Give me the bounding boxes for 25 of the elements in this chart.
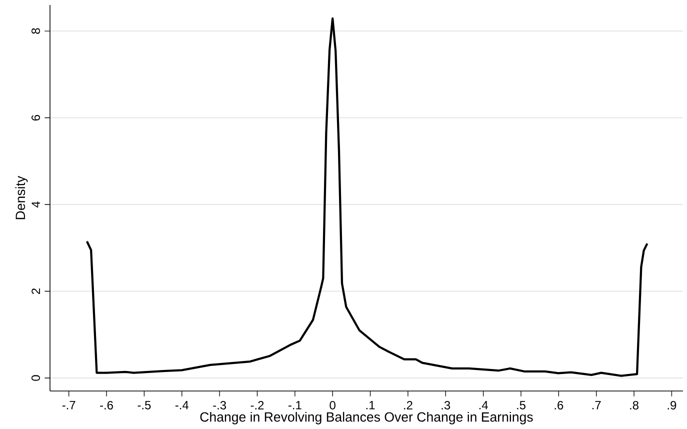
line-series xyxy=(86,17,648,377)
x-tick-label: .7 xyxy=(592,401,601,410)
x-tick-label: .8 xyxy=(630,401,638,410)
y-tick-label: 2 xyxy=(32,288,40,294)
x-tick-label: .1 xyxy=(366,401,375,410)
y-tick-label: 4 xyxy=(32,202,40,208)
x-tick-label: -.1 xyxy=(288,401,302,410)
y-tick-label: 0 xyxy=(32,375,40,381)
y-tick-label: 6 xyxy=(32,114,40,120)
x-tick-label: .9 xyxy=(668,401,676,410)
x-tick-label: -.5 xyxy=(138,401,151,410)
x-tick-label: -.7 xyxy=(62,401,76,410)
x-tick-label: -.2 xyxy=(250,401,264,410)
x-tick-label: .3 xyxy=(442,401,450,410)
x-tick-label: -.3 xyxy=(213,401,226,410)
x-tick-label: .4 xyxy=(479,401,488,410)
x-tick-label: -.6 xyxy=(100,401,113,410)
x-axis-title: Change in Revolving Balances Over Change in Earnings xyxy=(200,412,533,424)
y-tick-label: 8 xyxy=(32,28,40,34)
x-tick-label: -.4 xyxy=(175,401,188,410)
x-tick-label: .2 xyxy=(404,401,412,410)
x-tick-label: .5 xyxy=(517,401,526,410)
y-axis-title: Density xyxy=(15,176,28,220)
x-tick-label: 0 xyxy=(330,401,336,410)
x-tick-label: .6 xyxy=(554,401,564,410)
